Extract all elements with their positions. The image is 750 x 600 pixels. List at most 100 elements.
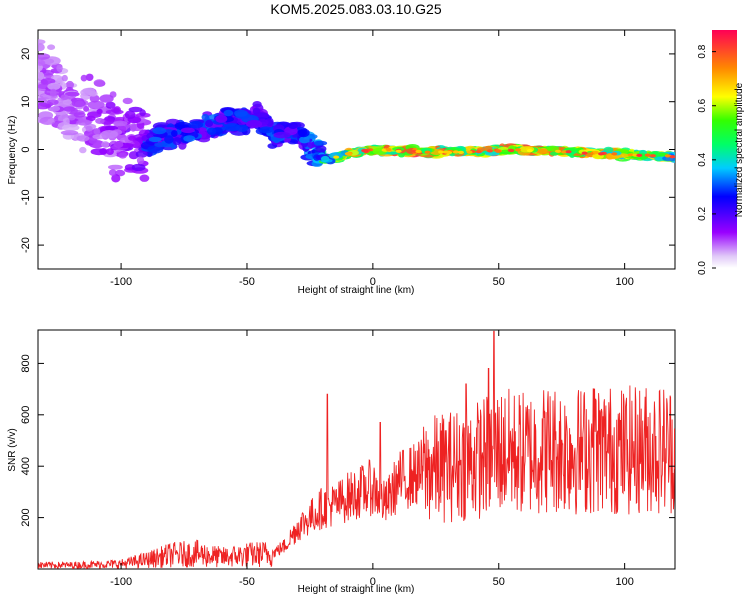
spectrogram-cell [76, 119, 92, 126]
spectrogram-cell [549, 151, 559, 156]
spectrogram-peak [598, 152, 605, 156]
y-tick-label: 20 [20, 48, 32, 60]
spectrogram-cell [188, 121, 204, 129]
colorbar-ticks: 0.0 0.2 0.4 0.6 0.8 [697, 44, 716, 275]
spectrogram-peak [565, 150, 572, 154]
spectrogram-peak [495, 149, 502, 153]
spectrogram-cell [122, 97, 133, 105]
spectrogram-peak [555, 149, 561, 153]
spectrogram-cell [67, 114, 76, 121]
spectrogram-cell [38, 43, 45, 52]
spectrogram-cell [273, 131, 291, 139]
y-tick-label: -20 [20, 237, 32, 253]
spectrogram-cell [172, 137, 182, 146]
spectrogram-marks [38, 39, 675, 183]
spectrogram-peak [466, 150, 473, 154]
spectrogram-cell [252, 101, 262, 108]
spectrogram-peak [333, 155, 340, 159]
spectrogram-cell [129, 123, 137, 132]
x-tick-label: 100 [615, 276, 633, 288]
spectrogram-cell [99, 94, 114, 103]
spectrogram-cell [56, 64, 63, 72]
spectrogram-cell [95, 118, 105, 124]
spectrogram-cell [392, 146, 405, 152]
snr-y-axis-label: SNR (v/v) [7, 428, 18, 471]
spectrogram-cell [148, 136, 162, 143]
spectrogram-cell [73, 112, 86, 118]
spectrogram-cell [131, 163, 146, 172]
spectrogram-cell [83, 105, 90, 112]
spectrogram-cell [38, 71, 45, 80]
spectrogram-cell [51, 105, 60, 112]
spectrogram-cell [71, 99, 86, 108]
spectrogram-cell [89, 94, 100, 103]
spectrogram-cell [38, 102, 51, 110]
spectrogram-cell [108, 169, 117, 176]
spectrogram-y-axis-label: Frequency (Hz) [7, 116, 18, 185]
spectrogram-y-ticks: -20 -10 0 10 20 [20, 48, 675, 253]
spectrogram-cell [65, 80, 74, 89]
x-tick-label: 50 [493, 276, 505, 288]
spectrogram-peak [636, 153, 643, 157]
spectrogram-cell [113, 141, 124, 148]
spectrogram-cell [47, 82, 61, 90]
spectrogram-cell [207, 127, 217, 136]
spectrogram-cell [171, 130, 178, 137]
spectrogram-cell [88, 137, 98, 144]
spectrogram-cell [87, 111, 102, 118]
spectrogram-cell [546, 145, 560, 152]
colorbar-tick-label: 0.2 [697, 207, 708, 221]
spectrogram-cell [85, 125, 93, 132]
spectrogram-peak [415, 149, 422, 153]
y-tick-label: 800 [20, 354, 32, 372]
spectrogram-cell [106, 148, 114, 156]
spectrogram-cell [124, 110, 136, 120]
spectrogram-cell [246, 120, 263, 128]
spectrogram-cell [80, 74, 88, 82]
spectrogram-cell [603, 146, 614, 153]
spectrogram-cell [224, 123, 240, 132]
spectrogram-peak [385, 147, 392, 152]
spectrogram-peak [515, 148, 521, 152]
spectrogram-peak [346, 152, 352, 156]
spectrogram-cell [111, 174, 121, 183]
spectrogram-cell [49, 88, 57, 97]
spectrogram-peak [395, 149, 402, 153]
spectrogram-cell [536, 148, 551, 155]
spectrogram-x-ticks: -100 -50 0 50 100 [110, 30, 634, 288]
colorbar: 0.0 0.2 0.4 0.6 0.8 Normalized spectral ampl… [697, 30, 745, 275]
y-tick-label: 400 [20, 457, 32, 475]
spectrogram-peak [507, 148, 514, 152]
colorbar-tick-label: 0.8 [697, 44, 708, 58]
x-tick-label: -50 [239, 276, 255, 288]
spectrogram-cell [152, 127, 167, 135]
spectrogram-cell [252, 107, 261, 115]
spectrogram-cell [154, 142, 168, 148]
spectrogram-cell [113, 120, 128, 127]
y-tick-label: 200 [20, 508, 32, 526]
spectrogram-peak [487, 149, 493, 153]
spectrogram-cell [205, 119, 214, 127]
spectrogram-x-axis-label: Height of straight line (km) [298, 285, 415, 296]
spectrogram-cell [136, 156, 145, 165]
x-tick-label: 100 [615, 576, 633, 588]
spectrogram-peak [458, 150, 464, 154]
spectrogram-peak [593, 150, 599, 155]
spectrogram-peak [664, 154, 671, 158]
spectrogram-cell [65, 91, 80, 97]
snr-y-ticks: 200 400 600 800 [20, 354, 675, 527]
spectrogram-peak [526, 149, 533, 153]
spectrogram-cell [201, 113, 210, 121]
figure-title: KOM5.2025.083.03.10.G25 [270, 1, 441, 17]
spectrogram-cell [100, 130, 118, 139]
spectrogram-cell [82, 87, 96, 94]
spectrogram-cell [164, 135, 174, 144]
colorbar-tick-label: 0.4 [697, 152, 708, 166]
y-tick-label: 10 [20, 96, 32, 108]
spectrogram-cell [38, 59, 46, 66]
spectrogram-cell [60, 94, 69, 101]
spectrogram-cell [223, 109, 234, 117]
spectrogram-cell [108, 164, 123, 170]
